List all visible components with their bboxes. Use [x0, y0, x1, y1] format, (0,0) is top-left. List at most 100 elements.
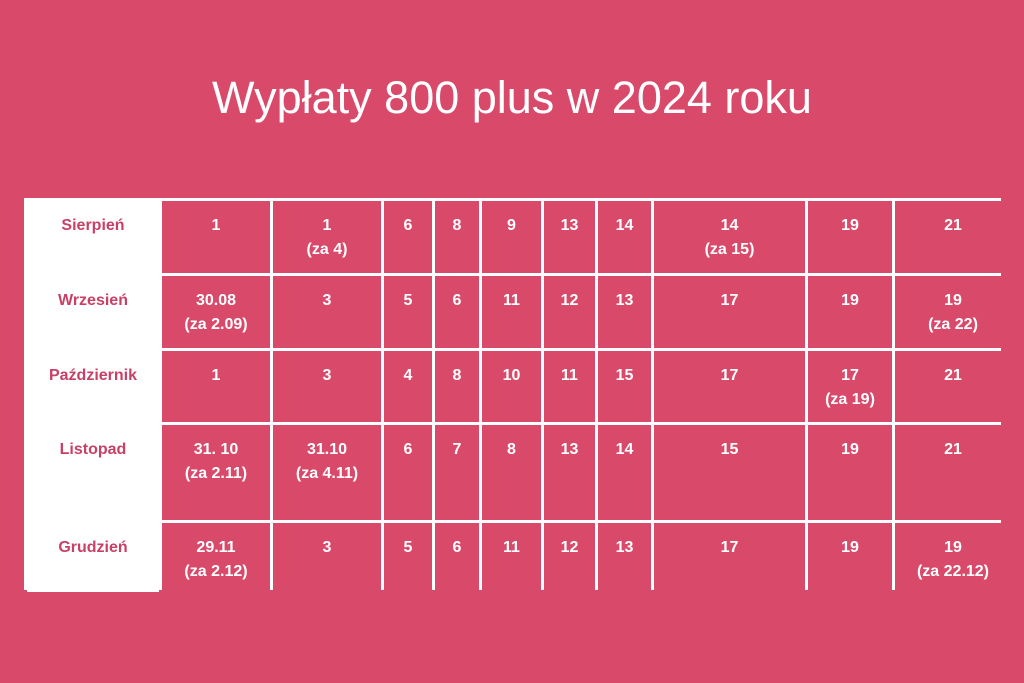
payment-date-cell: 8 [482, 425, 541, 520]
payment-date-cell: 21 [895, 351, 1011, 422]
payment-date: 3 [322, 539, 332, 556]
payment-date: 8 [507, 441, 516, 458]
payment-date-cell: 13 [598, 276, 651, 348]
payment-date: 5 [403, 292, 413, 309]
payment-date-cell: 12 [544, 276, 595, 348]
original-date-note: (za 19) [825, 391, 875, 408]
payment-date: 14 [615, 217, 634, 234]
payment-date-cell: 21 [895, 201, 1011, 273]
original-date-note: (za 4.11) [295, 465, 359, 482]
payment-date-cell: 11 [482, 276, 541, 348]
payment-date-cell: 9 [482, 201, 541, 273]
payment-date-cell: 17 (za 19) [808, 351, 892, 422]
month-label: Grudzień [27, 523, 159, 592]
page-title: Wypłaty 800 plus w 2024 roku [212, 72, 812, 123]
payment-date: 30.08 [195, 292, 237, 309]
payment-date: 7 [452, 441, 462, 458]
payment-date-cell: 10 [482, 351, 541, 422]
original-date-note: (za 2.11) [184, 465, 248, 482]
payment-date-cell: 15 [654, 425, 805, 520]
payment-date: 10 [502, 367, 521, 384]
payment-schedule-table: Sierpień 1 1 (za 4) 6 8 9 13 14 14 (za 15) 19 21 Wrze… [24, 198, 1011, 592]
payment-date-cell: 4 [384, 351, 432, 422]
payment-date-cell: 1 [162, 201, 270, 273]
payment-date-cell: 3 [273, 523, 381, 592]
payment-date: 12 [560, 539, 579, 556]
payment-date: 11 [503, 292, 520, 309]
payment-date-cell: 6 [384, 201, 432, 273]
payment-date-cell: 3 [273, 276, 381, 348]
payment-date-cell: 13 [544, 425, 595, 520]
original-date-note: (za 2.12) [184, 563, 248, 580]
payment-date-cell: 1 [162, 351, 270, 422]
payment-date-cell: 13 [544, 201, 595, 273]
original-date-note: (za 2.09) [184, 316, 248, 333]
payment-date: 31. 10 [193, 441, 239, 458]
payment-date: 19 [841, 217, 859, 234]
payment-date: 14 [615, 441, 634, 458]
payment-date: 13 [615, 292, 634, 309]
payment-date-cell: 29.11 (za 2.12) [162, 523, 270, 592]
payment-date: 19 [841, 292, 859, 309]
payment-date: 8 [452, 217, 462, 234]
payment-date: 19 [944, 292, 962, 309]
payment-date-cell: 8 [435, 201, 479, 273]
payment-date-cell: 31.10 (za 4.11) [273, 425, 381, 520]
payment-date: 12 [560, 292, 579, 309]
payment-date-cell: 14 (za 15) [654, 201, 805, 273]
payment-date-cell: 5 [384, 276, 432, 348]
payment-date: 21 [944, 367, 962, 384]
payment-date: 1 [322, 217, 332, 234]
payment-date-cell: 21 [895, 425, 1011, 520]
payment-date: 6 [452, 539, 462, 556]
payment-date-cell: 7 [435, 425, 479, 520]
payment-date: 19 [841, 441, 859, 458]
payment-date: 1 [211, 217, 221, 234]
payment-date: 9 [507, 217, 516, 234]
payment-date: 17 [720, 367, 739, 384]
payment-date-cell: 6 [435, 523, 479, 592]
payment-date-cell: 1 (za 4) [273, 201, 381, 273]
payment-date: 11 [561, 367, 578, 384]
payment-date: 1 [211, 367, 221, 384]
payment-date: 4 [403, 367, 413, 384]
payment-date: 15 [720, 441, 739, 458]
original-date-note: (za 4) [306, 241, 348, 258]
payment-date-cell: 31. 10 (za 2.11) [162, 425, 270, 520]
payment-date-cell: 19 (za 22.12) [895, 523, 1011, 592]
payment-date-cell: 19 (za 22) [895, 276, 1011, 348]
month-label: Wrzesień [27, 276, 159, 348]
payment-date: 13 [560, 441, 579, 458]
payment-date-cell: 12 [544, 523, 595, 592]
payment-date-cell: 19 [808, 276, 892, 348]
payment-date-cell: 6 [435, 276, 479, 348]
payment-date-cell: 17 [654, 351, 805, 422]
payment-date-cell: 13 [598, 523, 651, 592]
payment-date-cell: 19 [808, 523, 892, 592]
payment-date: 21 [944, 441, 962, 458]
payment-date: 29.11 [196, 539, 236, 556]
payment-date: 3 [322, 292, 332, 309]
payment-date-cell: 14 [598, 425, 651, 520]
payment-date-cell: 15 [598, 351, 651, 422]
payment-date-cell: 17 [654, 276, 805, 348]
original-date-note: (za 22) [928, 316, 978, 333]
payment-date: 8 [452, 367, 462, 384]
month-label: Sierpień [27, 201, 159, 273]
payment-date: 6 [403, 441, 413, 458]
payment-date: 11 [503, 539, 520, 556]
payment-date: 19 [841, 539, 859, 556]
month-label: Listopad [27, 425, 159, 520]
payment-date-cell: 11 [544, 351, 595, 422]
payment-date: 5 [403, 539, 413, 556]
payment-date-cell: 5 [384, 523, 432, 592]
payment-date: 6 [452, 292, 462, 309]
payment-date-cell: 19 [808, 425, 892, 520]
payment-date-cell: 6 [384, 425, 432, 520]
payment-date: 31.10 [306, 441, 348, 458]
payment-date: 17 [720, 292, 739, 309]
payment-date: 13 [615, 539, 634, 556]
payment-date-cell: 11 [482, 523, 541, 592]
original-date-note: (za 22.12) [916, 563, 990, 580]
payment-date: 13 [560, 217, 579, 234]
